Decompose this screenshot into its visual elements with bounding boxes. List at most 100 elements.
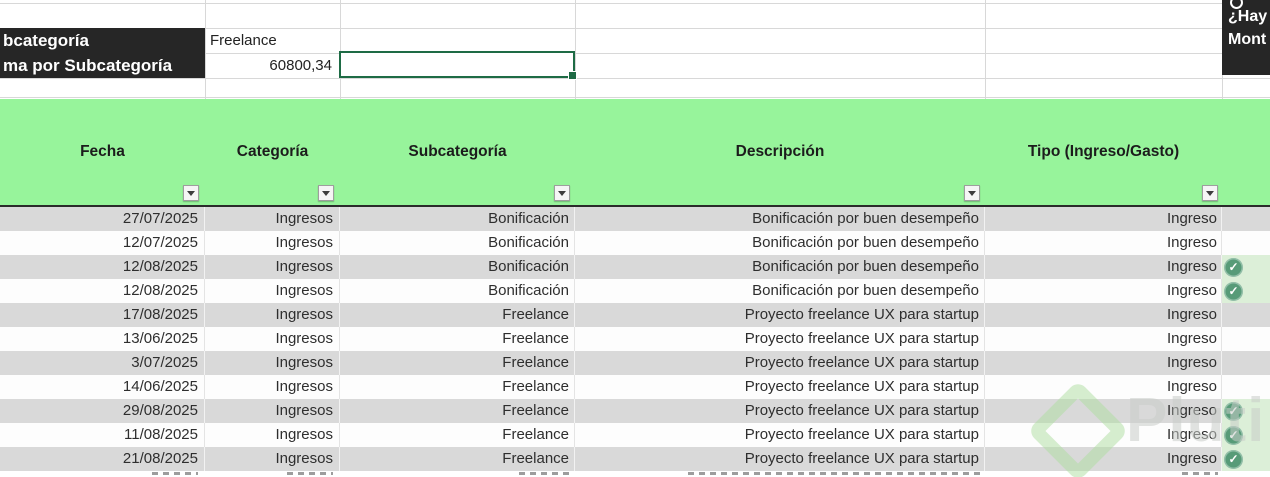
cell-subcategory[interactable]: Freelance [340,375,575,399]
check-icon: ✓ [1224,425,1243,445]
cell-description[interactable]: Proyecto freelance UX para startup [575,375,985,399]
cell-subcategory[interactable]: Bonificación [340,279,575,303]
cell-type[interactable]: Ingreso [985,303,1222,327]
check-icon: ✓ [1224,257,1243,277]
cell-description[interactable]: Proyecto freelance UX para startup [575,327,985,351]
cell-check-status[interactable] [1222,231,1270,255]
check-icon: ✓ [1224,401,1243,421]
cell-subcategory[interactable]: Freelance [340,399,575,423]
cell-check-status[interactable]: ✓ [1222,279,1270,303]
cell-date[interactable]: 12/08/2025 [0,279,205,303]
cell-check-status[interactable] [1222,351,1270,375]
selected-cell[interactable] [339,51,577,80]
cell-type[interactable]: Ingreso [985,447,1222,471]
gridline [340,0,341,99]
cell-category[interactable]: Ingresos [205,375,340,399]
cell-check-status[interactable]: ✓ [1222,255,1270,279]
cell-type[interactable]: Ingreso [985,207,1222,231]
filter-button-tipo[interactable] [1202,185,1218,201]
filter-button-fecha[interactable] [183,185,199,201]
cell-date[interactable]: 12/07/2025 [0,231,205,255]
cell-subcategory[interactable]: Freelance [340,447,575,471]
dropdown-triangle-icon [187,190,195,196]
cell-category[interactable]: Ingresos [205,327,340,351]
cell-subcategory[interactable]: Freelance [340,327,575,351]
cell-description[interactable]: Bonificación por buen desempeño [575,279,985,303]
cell-category[interactable]: Ingresos [205,255,340,279]
cell-category[interactable]: Ingresos [205,279,340,303]
cell-type[interactable]: Ingreso [985,375,1222,399]
cell-type[interactable]: Ingreso [985,423,1222,447]
summary-label-panel: bcategoría ma por Subcategoría [0,28,205,78]
cell-date[interactable]: 21/08/2025 [0,447,205,471]
cell-date[interactable]: 3/07/2025 [0,351,205,375]
cell-type[interactable]: Ingreso [985,351,1222,375]
cell-description[interactable]: Bonificación por buen desempeño [575,255,985,279]
table-row: 3/07/2025 Ingresos Freelance Proyecto freel… [0,351,1270,375]
cell-type[interactable]: Ingreso [985,255,1222,279]
cell-description[interactable]: Bonificación por buen desempeño [575,231,985,255]
summary-label-sum: ma por Subcategoría [3,56,173,75]
cell-check-status[interactable]: ✓ [1222,399,1270,423]
table-row: 27/07/2025 Ingresos Bonificación Bonificaci… [0,207,1270,231]
cell-description[interactable]: Proyecto freelance UX para startup [575,423,985,447]
cell-subcategory[interactable]: Bonificación [340,207,575,231]
cell-subcategory[interactable]: Bonificación [340,231,575,255]
subcategory-value-cell[interactable]: Freelance [210,32,277,49]
cell-description[interactable]: Proyecto freelance UX para startup [575,351,985,375]
dropdown-triangle-icon [1206,190,1214,196]
cell-type[interactable]: Ingreso [985,279,1222,303]
cell-category[interactable]: Ingresos [205,447,340,471]
fill-handle[interactable] [568,71,577,80]
table-row: 12/08/2025 Ingresos Bonificación Bonificaci… [0,255,1270,279]
summary-label-subcategory: bcategoría [3,31,89,50]
cell-description[interactable]: Proyecto freelance UX para startup [575,447,985,471]
filter-button-categoria[interactable] [318,185,334,201]
header-subcategoria: Subcategoría [408,143,507,160]
cell-category[interactable]: Ingresos [205,399,340,423]
cell-date[interactable]: 17/08/2025 [0,303,205,327]
cell-subcategory[interactable]: Bonificación [340,255,575,279]
gridline [205,0,206,99]
cell-date[interactable]: 29/08/2025 [0,399,205,423]
cell-date[interactable]: 12/08/2025 [0,255,205,279]
cell-date[interactable]: 27/07/2025 [0,207,205,231]
cell-category[interactable]: Ingresos [205,423,340,447]
cell-category[interactable]: Ingresos [205,303,340,327]
cell-date[interactable]: 13/06/2025 [0,327,205,351]
header-tipo: Tipo (Ingreso/Gasto) [1027,143,1180,160]
cell-category[interactable]: Ingresos [205,351,340,375]
table-row: 21/08/2025 Ingresos Freelance Proyecto free… [0,447,1270,471]
cell-description[interactable]: Proyecto freelance UX para startup [575,399,985,423]
cell-subcategory[interactable]: Freelance [340,423,575,447]
cell-description[interactable]: Bonificación por buen desempeño [575,207,985,231]
cell-category[interactable]: Ingresos [205,231,340,255]
cell-description[interactable]: Proyecto freelance UX para startup [575,303,985,327]
cell-check-status[interactable]: ✓ [1222,447,1270,471]
cell-check-status[interactable] [1222,327,1270,351]
cell-type[interactable]: Ingreso [985,231,1222,255]
filter-button-subcategoria[interactable] [554,185,570,201]
cell-check-status[interactable] [1222,375,1270,399]
cell-date[interactable]: 14/06/2025 [0,375,205,399]
corner-line-1: ¿Hay [1228,8,1268,25]
cell-category[interactable]: Ingresos [205,207,340,231]
corner-line-2: Mont [1228,31,1267,48]
cell-type[interactable]: Ingreso [985,327,1222,351]
cell-type[interactable]: Ingreso [985,399,1222,423]
next-row-fragment [287,472,333,475]
cell-check-status[interactable]: ✓ [1222,423,1270,447]
table-row: 13/06/2025 Ingresos Freelance Proyecto free… [0,327,1270,351]
gridline [575,0,576,99]
cell-date[interactable]: 11/08/2025 [0,423,205,447]
next-row-fragment [1182,472,1218,475]
next-row-fragment [152,472,198,475]
cell-check-status[interactable] [1222,207,1270,231]
check-icon: ✓ [1224,449,1243,469]
filter-button-descripcion[interactable] [964,185,980,201]
cell-subcategory[interactable]: Freelance [340,351,575,375]
sum-value-cell[interactable]: 60800,34 [269,57,332,74]
cell-check-status[interactable] [1222,303,1270,327]
cell-subcategory[interactable]: Freelance [340,303,575,327]
